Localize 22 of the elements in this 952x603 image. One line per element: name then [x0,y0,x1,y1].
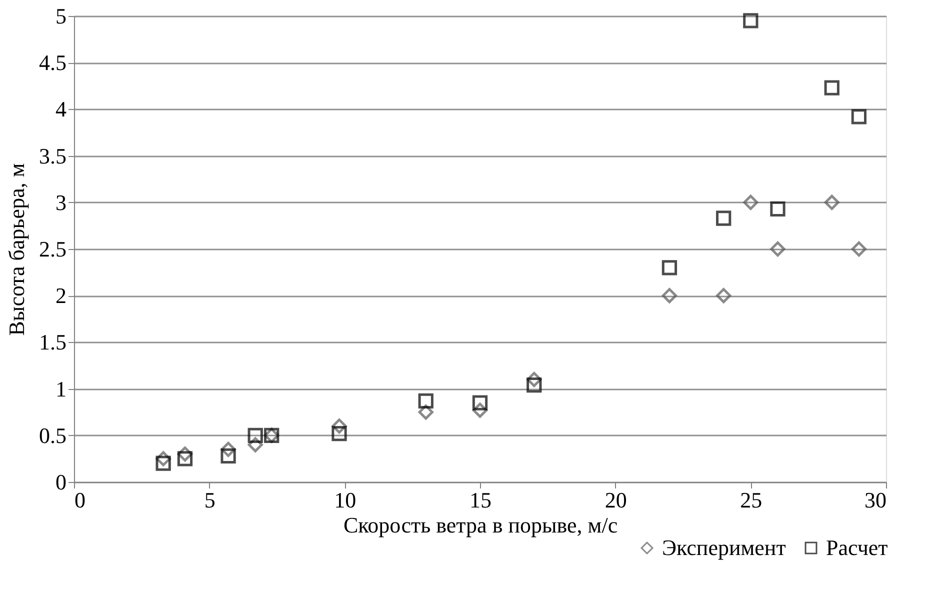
y-tick-label: 5 [56,4,66,28]
y-tick-label: 0.5 [39,422,66,448]
x-tick-label: 10 [334,488,356,512]
y-tick-label: 2.5 [39,236,66,262]
x-tick-label: 30 [864,488,886,512]
y-tick-label: 3.5 [39,143,66,168]
x-tick-label: 20 [604,488,627,512]
y-tick-label: 1.5 [39,330,66,355]
legend-label: Эксперимент [662,535,786,560]
legend-label: Расчет [826,535,888,560]
y-tick-label: 2 [56,283,66,308]
y-tick-label: 0 [56,470,66,494]
x-tick-label: 15 [470,488,492,512]
y-tick-label: 1 [56,376,66,402]
x-tick-label: 25 [740,488,762,512]
y-tick-label: 4.5 [39,50,66,76]
x-axis-title: Скорость ветра в порыве, м/с [343,512,618,538]
y-tick-label: 4 [56,96,66,122]
x-tick-label: 0 [74,488,86,512]
x-tick-label: 5 [204,488,216,512]
y-tick-label: 3 [56,190,66,215]
y-axis-title: Высота барьера, м [4,163,29,336]
